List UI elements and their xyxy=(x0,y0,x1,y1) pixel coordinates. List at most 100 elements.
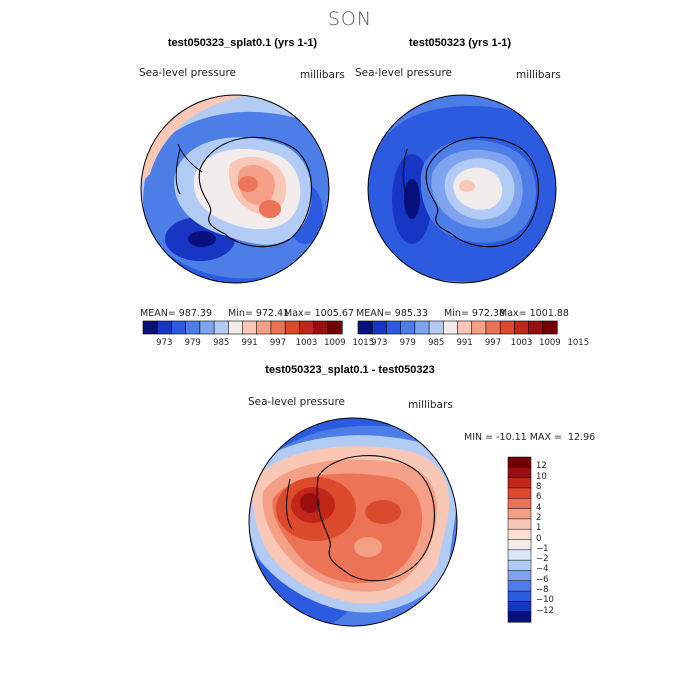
colorbar-swatch xyxy=(485,320,501,335)
colorbar-swatch xyxy=(507,487,532,499)
colorbar-swatch xyxy=(313,320,329,335)
colorbar-tick-label: 1015 xyxy=(567,338,590,348)
colorbar-swatch xyxy=(256,320,272,335)
colorbar-tick-label: 1003 xyxy=(295,338,318,348)
colorbar-tick-label: 1009 xyxy=(539,338,561,348)
colorbar-swatch xyxy=(142,320,158,335)
panel3-polar-map xyxy=(248,417,458,627)
colorbar-tick-label: −1 xyxy=(536,543,549,554)
colorbar-swatch xyxy=(499,320,515,335)
colorbar-swatch xyxy=(507,611,532,623)
colorbar-tick-label: 985 xyxy=(428,338,445,348)
panel3-colorbar xyxy=(507,456,532,623)
panel1-colorbar-ticks: 973 979 985 991 997 1003 1009 1015 xyxy=(143,338,374,350)
colorbar-swatch xyxy=(442,320,459,335)
colorbar-swatch xyxy=(242,320,258,335)
panel2-colorbar xyxy=(357,320,558,335)
colorbar-tick-label: −6 xyxy=(536,574,549,585)
panel3-colorbar-ticks: 12 10 8 6 4 2 1 0 −1 −2 −4 −6 −8 −10 −12 xyxy=(536,457,576,622)
panel3-title: test050323_splat0.1 - test050323 xyxy=(265,364,435,376)
panel2-polar-map xyxy=(367,94,557,284)
colorbar-swatch xyxy=(507,570,532,582)
colorbar-tick-label: 1009 xyxy=(324,338,346,348)
colorbar-swatch xyxy=(507,477,532,489)
colorbar-tick-label: 979 xyxy=(184,338,201,348)
colorbar-tick-label: 6 xyxy=(536,492,542,503)
colorbar-swatch xyxy=(171,320,187,335)
colorbar-swatch xyxy=(284,320,300,335)
colorbar-swatch xyxy=(507,456,532,468)
colorbar-swatch xyxy=(514,320,530,335)
colorbar-tick-label: 12 xyxy=(536,461,547,472)
colorbar-tick-label: 2 xyxy=(536,512,542,523)
colorbar-tick-label: −4 xyxy=(536,564,549,575)
colorbar-swatch xyxy=(270,320,286,335)
colorbar-swatch xyxy=(327,320,343,335)
season-title: SON xyxy=(327,8,373,30)
colorbar-swatch xyxy=(185,320,201,335)
colorbar-swatch xyxy=(299,320,315,335)
panel2-max: Max= 1001.88 xyxy=(499,308,569,319)
colorbar-swatch xyxy=(414,320,430,335)
colorbar-tick-label: 4 xyxy=(536,502,542,513)
panel3-units-label: millibars xyxy=(408,399,453,411)
colorbar-tick-label: 0 xyxy=(536,533,542,544)
panel2-colorbar-ticks: 973 979 985 991 997 1003 1009 1015 xyxy=(358,338,589,350)
colorbar-tick-label: 991 xyxy=(456,338,473,348)
colorbar-swatch xyxy=(400,320,416,335)
colorbar-swatch xyxy=(471,320,487,335)
panel1-min: Min= 972.41 xyxy=(228,308,290,319)
colorbar-swatch xyxy=(507,467,532,479)
colorbar-swatch xyxy=(507,580,532,592)
panel1-polar-map xyxy=(140,94,330,284)
colorbar-swatch xyxy=(507,549,532,561)
colorbar-tick-label: 1015 xyxy=(352,338,375,348)
colorbar-tick-label: 973 xyxy=(156,338,173,348)
colorbar-tick-label: −8 xyxy=(536,585,549,596)
colorbar-swatch xyxy=(428,320,444,335)
colorbar-tick-label: 8 xyxy=(536,481,542,492)
panel1-mean: MEAN= 987.39 xyxy=(140,308,213,319)
panel1-title: test050323_splat0.1 (yrs 1-1) xyxy=(167,37,318,49)
panel2-min: Min= 972.38 xyxy=(444,308,506,319)
colorbar-swatch xyxy=(507,498,532,510)
colorbar-tick-label: −2 xyxy=(536,554,549,565)
colorbar-tick-label: −10 xyxy=(536,595,554,606)
panel2-variable-label: Sea-level pressure xyxy=(355,67,453,79)
colorbar-swatch xyxy=(386,320,402,335)
colorbar-swatch xyxy=(507,590,532,602)
colorbar-tick-label: −12 xyxy=(536,605,554,616)
colorbar-swatch xyxy=(371,320,388,335)
colorbar-tick-label: 1 xyxy=(536,523,542,534)
colorbar-tick-label: 997 xyxy=(484,338,502,348)
colorbar-tick-label: 997 xyxy=(269,338,287,348)
colorbar-tick-label: 991 xyxy=(241,338,258,348)
colorbar-swatch xyxy=(357,320,373,335)
panel3-minmax: MIN = -10.11 MAX = 12.96 xyxy=(464,432,596,443)
colorbar-tick-label: 979 xyxy=(399,338,416,348)
panel1-max: Max= 1005.67 xyxy=(284,308,354,319)
panel1-units-label: millibars xyxy=(300,69,345,81)
colorbar-swatch xyxy=(507,539,532,551)
colorbar-swatch xyxy=(507,528,532,541)
colorbar-swatch xyxy=(542,320,558,335)
colorbar-swatch xyxy=(156,320,173,335)
colorbar-tick-label: 10 xyxy=(536,471,547,482)
colorbar-swatch xyxy=(507,518,532,530)
colorbar-tick-label: 973 xyxy=(371,338,388,348)
colorbar-swatch xyxy=(227,320,244,335)
colorbar-tick-label: 1003 xyxy=(510,338,533,348)
panel2-mean: MEAN= 985.33 xyxy=(356,308,429,319)
colorbar-swatch xyxy=(213,320,229,335)
panel1-variable-label: Sea-level pressure xyxy=(139,67,237,79)
colorbar-swatch xyxy=(507,559,532,571)
colorbar-swatch xyxy=(507,601,532,613)
panel1-colorbar xyxy=(142,320,343,335)
panel2-title: test050323 (yrs 1-1) xyxy=(408,37,512,49)
colorbar-swatch xyxy=(507,508,532,520)
panel2-units-label: millibars xyxy=(516,69,561,81)
colorbar-swatch xyxy=(199,320,215,335)
colorbar-swatch xyxy=(528,320,544,335)
colorbar-tick-label: 985 xyxy=(213,338,230,348)
panel3-variable-label: Sea-level pressure xyxy=(248,396,346,408)
